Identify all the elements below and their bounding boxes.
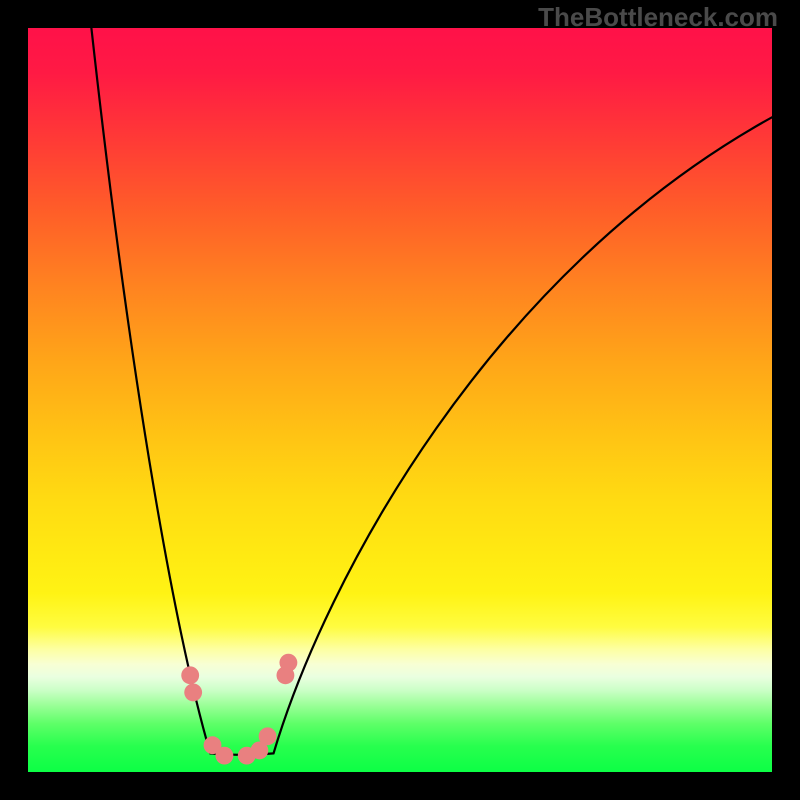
- watermark-text: TheBottleneck.com: [538, 2, 778, 33]
- data-marker: [279, 654, 297, 672]
- chart-stage: TheBottleneck.com: [0, 0, 800, 800]
- data-marker: [259, 727, 277, 745]
- data-marker: [181, 666, 199, 684]
- data-marker: [184, 683, 202, 701]
- curve-layer: [0, 0, 800, 800]
- bottleneck-curve: [90, 13, 772, 755]
- data-marker: [215, 747, 233, 765]
